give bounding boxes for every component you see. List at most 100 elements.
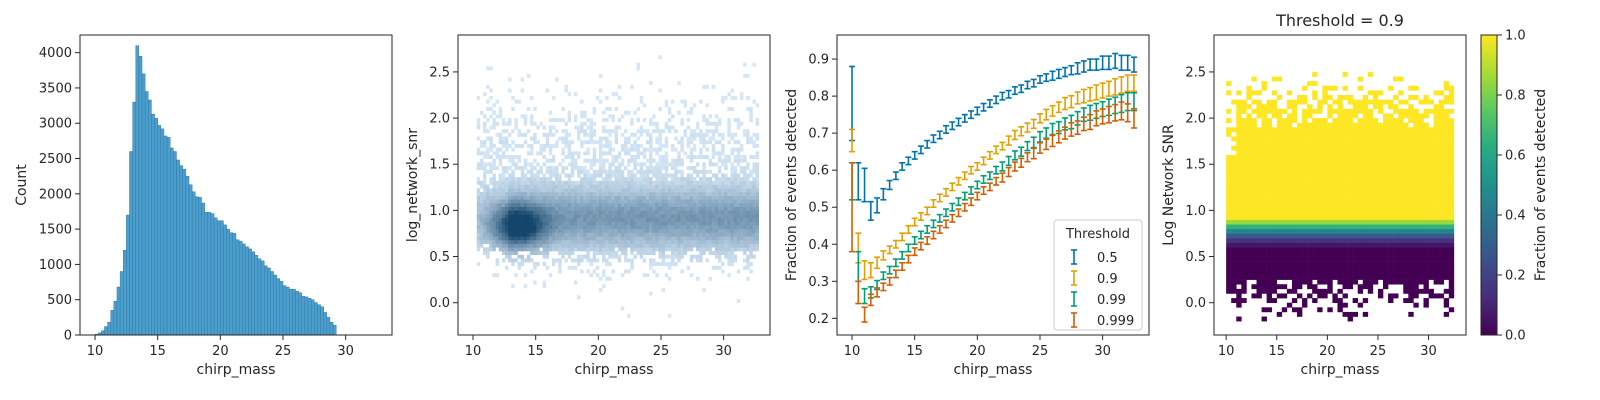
detection-cell — [1286, 233, 1293, 239]
hist2d-cell — [611, 114, 615, 119]
hist2d-cell — [689, 221, 694, 226]
hist2d-cell — [511, 228, 515, 233]
hist2d-cell — [479, 206, 484, 211]
hist2d-cell — [551, 155, 556, 159]
hist2d-cell — [614, 177, 619, 182]
hist2d-cell — [733, 166, 738, 171]
hist2d-cell — [542, 199, 547, 204]
detection-cell — [1276, 145, 1283, 151]
detection-cell — [1307, 210, 1313, 216]
detection-cell — [1276, 122, 1283, 128]
hist2d-cell — [652, 121, 656, 126]
hist2d-cell — [489, 210, 493, 215]
detection-cell — [1226, 270, 1232, 276]
hist2d-cell — [567, 151, 572, 156]
detection-cell — [1256, 155, 1262, 160]
hist2d-cell — [755, 155, 760, 159]
detection-cell — [1276, 164, 1283, 170]
hist2d-cell — [664, 136, 669, 141]
hist2d-cell — [649, 232, 653, 237]
hist2d-cell — [548, 191, 553, 196]
hist2d-cell — [555, 143, 559, 148]
detection-cell — [1251, 238, 1257, 243]
hist2d-cell — [633, 155, 637, 159]
hist2d-cell — [692, 132, 697, 137]
hist2d-cell — [752, 243, 756, 248]
hist2d-cell — [495, 273, 500, 278]
hist2d-cell — [520, 177, 525, 182]
hist2d-cell — [476, 125, 481, 130]
detection-cell — [1357, 242, 1364, 248]
hist2d-cell — [573, 92, 578, 97]
detection-cell — [1246, 210, 1252, 216]
hist2d-cell — [542, 162, 547, 167]
detection-cell — [1332, 238, 1338, 243]
detection-cell — [1347, 191, 1353, 197]
hist2d-cell — [727, 203, 731, 207]
hist2d-cell — [649, 147, 653, 152]
hist2d-cell — [667, 184, 672, 189]
hist2d-cell — [545, 210, 550, 215]
hist2d-cell — [611, 155, 615, 159]
hist2d-cell — [755, 180, 760, 185]
hist2d-cell — [495, 188, 500, 193]
detection-cell — [1231, 178, 1237, 183]
hist2d-cell — [536, 169, 540, 174]
hist2d-cell — [577, 295, 581, 300]
detection-cell — [1337, 159, 1343, 165]
detection-cell — [1296, 178, 1303, 183]
hist2d-cell — [727, 195, 731, 200]
hist2d-cell — [504, 180, 509, 185]
hist2d-cell — [624, 203, 628, 207]
hist2d-cell — [689, 236, 694, 241]
hist2d-cell — [586, 169, 590, 174]
hist2d-cell — [639, 236, 644, 241]
hist2d-cell — [570, 214, 575, 219]
hist2d-cell — [649, 206, 653, 211]
hist2d-cell — [721, 247, 725, 252]
hist2d-cell — [671, 180, 675, 185]
hist2d-cell — [580, 236, 584, 241]
hist2d-cell — [476, 214, 481, 219]
hist2d-cell — [605, 203, 609, 207]
hist2d-cell — [589, 158, 593, 163]
hist2d-cell — [580, 206, 584, 211]
detection-cell — [1251, 251, 1257, 257]
detection-cell — [1241, 118, 1247, 123]
detection-cell — [1261, 233, 1267, 239]
detection-cell — [1226, 201, 1232, 207]
hist2d-cell — [483, 180, 487, 185]
hist2d-cell — [627, 151, 631, 156]
hist2d-cell — [686, 155, 691, 159]
detection-cell — [1302, 201, 1308, 207]
detection-cell — [1271, 136, 1278, 142]
detection-cell — [1296, 122, 1303, 128]
hist2d-cell — [689, 140, 694, 145]
hist2d-cell — [680, 143, 684, 148]
hist2d-cell — [501, 239, 506, 244]
hist2d-cell — [655, 247, 659, 252]
hist2d-cell — [501, 199, 506, 204]
detection-cell — [1342, 141, 1348, 147]
detection-cell — [1256, 242, 1262, 248]
hist2d-cell — [486, 221, 490, 226]
hist2d-cell — [608, 173, 612, 178]
detection-cell — [1362, 127, 1369, 133]
hist2d-cell — [733, 173, 738, 178]
hist2d-cell — [508, 88, 512, 93]
hist2d-cell — [743, 62, 747, 67]
detection-cell — [1347, 256, 1353, 262]
hist2d-cell — [627, 110, 631, 115]
detection-cell — [1236, 182, 1242, 188]
hist2d-cell — [655, 166, 659, 171]
hist2d-cell — [620, 210, 625, 215]
hist2d-cell — [511, 155, 515, 159]
detection-cell — [1332, 131, 1338, 137]
hist2d-cell — [683, 217, 687, 222]
detection-cell — [1286, 205, 1293, 211]
detection-cell — [1307, 187, 1313, 193]
hist2d-cell — [686, 217, 691, 222]
detection-cell — [1256, 205, 1262, 211]
hist2d-cell — [520, 188, 525, 193]
hist2d-cell — [577, 236, 581, 241]
